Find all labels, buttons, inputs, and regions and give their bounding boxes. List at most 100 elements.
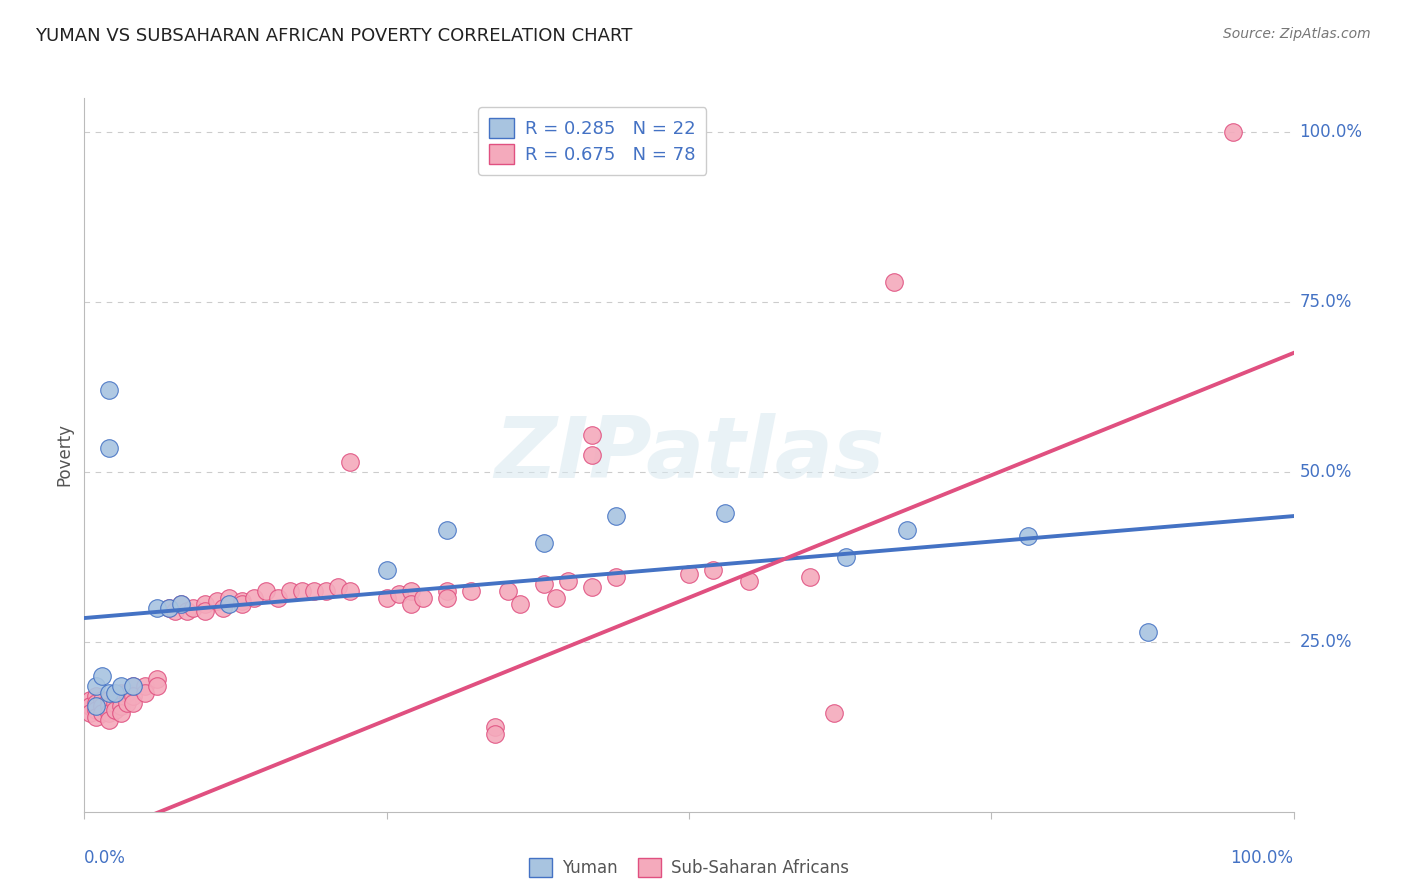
- Point: [436, 523, 458, 537]
- Point: [533, 577, 555, 591]
- Point: [97, 713, 120, 727]
- Point: [315, 583, 337, 598]
- Point: [121, 689, 143, 703]
- Point: [375, 591, 398, 605]
- Point: [104, 696, 127, 710]
- Y-axis label: Poverty: Poverty: [55, 424, 73, 486]
- Point: [163, 604, 186, 618]
- Point: [91, 699, 114, 714]
- Point: [181, 600, 204, 615]
- Point: [134, 686, 156, 700]
- Point: [678, 566, 700, 581]
- Point: [896, 523, 918, 537]
- Point: [1137, 624, 1160, 639]
- Point: [176, 604, 198, 618]
- Point: [97, 686, 120, 700]
- Text: 75.0%: 75.0%: [1299, 293, 1353, 311]
- Point: [91, 669, 114, 683]
- Point: [194, 598, 217, 612]
- Point: [231, 598, 253, 612]
- Point: [254, 583, 277, 598]
- Point: [97, 384, 120, 398]
- Point: [110, 679, 132, 693]
- Point: [339, 583, 361, 598]
- Point: [557, 574, 579, 588]
- Text: 50.0%: 50.0%: [1299, 463, 1353, 481]
- Point: [823, 706, 845, 721]
- Point: [218, 598, 240, 612]
- Point: [86, 709, 108, 723]
- Point: [146, 672, 169, 686]
- Point: [388, 587, 411, 601]
- Point: [86, 703, 108, 717]
- Point: [436, 583, 458, 598]
- Point: [509, 598, 531, 612]
- Point: [291, 583, 314, 598]
- Point: [121, 696, 143, 710]
- Point: [714, 506, 737, 520]
- Point: [170, 598, 193, 612]
- Point: [1222, 125, 1244, 139]
- Point: [115, 696, 138, 710]
- Point: [86, 696, 108, 710]
- Point: [302, 583, 325, 598]
- Point: [115, 686, 138, 700]
- Point: [79, 706, 101, 721]
- Text: 0.0%: 0.0%: [84, 849, 127, 867]
- Point: [544, 591, 567, 605]
- Point: [484, 726, 506, 740]
- Text: ZIPatlas: ZIPatlas: [494, 413, 884, 497]
- Point: [436, 591, 458, 605]
- Point: [146, 600, 169, 615]
- Point: [207, 594, 229, 608]
- Point: [231, 594, 253, 608]
- Point: [484, 720, 506, 734]
- Point: [104, 686, 127, 700]
- Point: [86, 679, 108, 693]
- Point: [104, 703, 127, 717]
- Point: [121, 679, 143, 693]
- Point: [218, 591, 240, 605]
- Point: [170, 598, 193, 612]
- Point: [194, 604, 217, 618]
- Legend: Yuman, Sub-Saharan Africans: Yuman, Sub-Saharan Africans: [520, 850, 858, 886]
- Point: [79, 699, 101, 714]
- Point: [110, 692, 132, 706]
- Point: [242, 591, 264, 605]
- Point: [799, 570, 821, 584]
- Point: [146, 679, 169, 693]
- Point: [460, 583, 482, 598]
- Text: 25.0%: 25.0%: [1299, 632, 1353, 651]
- Text: Source: ZipAtlas.com: Source: ZipAtlas.com: [1223, 27, 1371, 41]
- Point: [702, 564, 724, 578]
- Text: 100.0%: 100.0%: [1230, 849, 1294, 867]
- Point: [412, 591, 434, 605]
- Text: YUMAN VS SUBSAHARAN AFRICAN POVERTY CORRELATION CHART: YUMAN VS SUBSAHARAN AFRICAN POVERTY CORR…: [35, 27, 633, 45]
- Point: [104, 689, 127, 703]
- Point: [97, 441, 120, 455]
- Point: [605, 570, 627, 584]
- Point: [110, 686, 132, 700]
- Point: [267, 591, 290, 605]
- Point: [581, 427, 603, 442]
- Point: [581, 581, 603, 595]
- Point: [533, 536, 555, 550]
- Point: [97, 706, 120, 721]
- Point: [157, 600, 180, 615]
- Point: [79, 692, 101, 706]
- Point: [212, 600, 235, 615]
- Point: [375, 564, 398, 578]
- Point: [581, 448, 603, 462]
- Text: 100.0%: 100.0%: [1299, 123, 1362, 141]
- Point: [97, 699, 120, 714]
- Point: [134, 679, 156, 693]
- Point: [91, 692, 114, 706]
- Point: [91, 706, 114, 721]
- Point: [97, 692, 120, 706]
- Point: [883, 275, 905, 289]
- Point: [738, 574, 761, 588]
- Point: [399, 583, 422, 598]
- Point: [339, 455, 361, 469]
- Point: [121, 679, 143, 693]
- Point: [328, 581, 350, 595]
